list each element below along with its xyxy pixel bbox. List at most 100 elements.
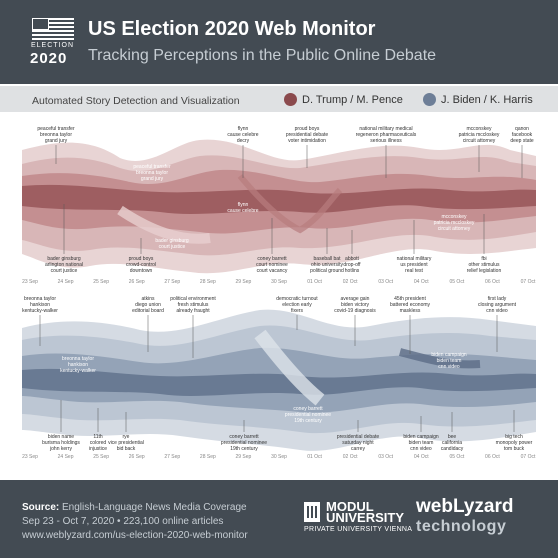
trump-top-story-label: breonna taylor xyxy=(40,132,72,138)
logo-year: 2020 xyxy=(30,50,68,67)
biden-streamgraph xyxy=(22,309,536,451)
weblyzard-technology: technology xyxy=(416,518,507,535)
source-label: Source: xyxy=(22,502,60,513)
legend-description: Automated Story Detection and Visualizat… xyxy=(32,95,240,107)
biden-top-story-label: biden victory xyxy=(341,302,370,308)
trump-top-story-label: voter intimidation xyxy=(288,138,326,144)
biden-bottom-story-label: 11th xyxy=(93,434,103,440)
modul-line-1: MODUL xyxy=(326,499,374,514)
source-url-link[interactable]: www.weblyzard.com/us-election-2020-web-m… xyxy=(22,530,248,541)
biden-date-tick: 03 Oct xyxy=(378,454,393,460)
footer xyxy=(0,480,558,558)
biden-stream-band-2 xyxy=(398,348,481,369)
biden-date-axis: 23 Sep 24 Sep 25 Sep 26 Sep 27 Sep 28 Sep 29 S… xyxy=(22,454,536,460)
trump-streamgraph xyxy=(22,139,536,274)
biden-top-story-label: 45th president xyxy=(394,296,426,302)
trump-top-story-label: circuit attorney xyxy=(463,138,496,144)
trump-stream-band xyxy=(237,174,343,234)
in-stream-story-label: hankison xyxy=(68,362,88,368)
biden-top-story-label: fixers xyxy=(291,308,303,314)
biden-date-tick: 25 Sep xyxy=(93,454,109,460)
in-stream-story-label: court justice xyxy=(159,244,186,250)
trump-date-tick: 02 Oct xyxy=(343,279,358,285)
biden-bottom-story-label: saturday night xyxy=(342,440,374,446)
biden-stream-core xyxy=(22,368,536,396)
trump-stream-core xyxy=(22,184,536,214)
trump-top-story-label: presidential debate xyxy=(286,132,328,138)
trump-bottom-story-label: drop-off xyxy=(343,262,361,268)
biden-top-story-label: diego union xyxy=(135,302,161,308)
trump-bottom-story-label: court nominee xyxy=(256,262,288,268)
biden-bottom-story-label: coney barrett xyxy=(229,434,259,440)
in-stream-story-label: patricia mccloskey xyxy=(434,220,475,226)
modul-logo-icon xyxy=(304,502,320,522)
biden-bottom-story-label: candidacy xyxy=(441,446,464,452)
weblyzard-logo: webLyzard xyxy=(416,496,514,517)
biden-top-story-label: battered economy xyxy=(390,302,431,308)
biden-bottom-story-label: john kerry xyxy=(49,446,72,452)
biden-date-tick: 27 Sep xyxy=(164,454,180,460)
biden-date-tick: 26 Sep xyxy=(129,454,145,460)
in-stream-story-label: mcconskey xyxy=(441,214,467,220)
trump-bottom-story-label: arlington national xyxy=(45,262,83,268)
biden-top-story-label: hankison xyxy=(30,302,50,308)
biden-top-story-label: fresh stimulus xyxy=(178,302,209,308)
biden-date-tick: 06 Oct xyxy=(485,454,500,460)
biden-bottom-story-label: biden name xyxy=(48,434,74,440)
biden-bottom-story-label: tom buck xyxy=(504,446,525,452)
us-flag-icon xyxy=(32,18,74,40)
biden-top-labels: breonna taylorhankisonkentucky-walkeratk… xyxy=(22,296,517,374)
page-subtitle: Tracking Perceptions in the Public Onlin… xyxy=(88,47,437,64)
source-value: English-Language News Media Coverage xyxy=(62,502,247,513)
biden-top-story-label: political environment xyxy=(170,296,216,302)
trump-top-story-label: mcconskey xyxy=(466,126,492,132)
modul-subtitle: PRIVATE UNIVERSITY VIENNA xyxy=(304,526,413,533)
trump-bottom-story-label: ohio university xyxy=(311,262,343,268)
trump-bottom-story-label: abbott xyxy=(345,256,360,262)
trump-date-tick: 05 Oct xyxy=(449,279,464,285)
trump-bottom-story-label: real test xyxy=(405,268,423,274)
biden-top-story-label: closing argument xyxy=(478,302,517,308)
biden-bottom-story-label: california xyxy=(442,440,462,446)
biden-bottom-story-label: carrey xyxy=(351,446,365,452)
biden-top-story-label: atkins xyxy=(141,296,155,302)
trump-bottom-story-label: other stimulus xyxy=(468,262,500,268)
in-stream-story-label: flynn xyxy=(238,202,249,208)
trump-top-story-label: peaceful transfer xyxy=(37,126,75,132)
biden-date-tick: 02 Oct xyxy=(343,454,358,460)
biden-top-story-label: editorial board xyxy=(132,308,164,314)
biden-top-story-label: election early xyxy=(282,302,312,308)
biden-date-tick: 07 Oct xyxy=(521,454,536,460)
biden-bottom-story-label: presidential debate xyxy=(337,434,379,440)
biden-date-tick: 30 Sep xyxy=(271,454,287,460)
trump-bottom-story-label: proud boys xyxy=(129,256,154,262)
biden-bottom-story-label: burisma holdings xyxy=(42,440,80,446)
in-stream-story-label: biden team xyxy=(437,358,462,364)
biden-date-tick: 23 Sep xyxy=(22,454,38,460)
biden-top-story-label: kentucky-walker xyxy=(22,308,58,314)
in-stream-story-label: peaceful transfer xyxy=(133,164,171,170)
in-stream-story-label: bader ginsburg xyxy=(155,238,189,244)
story-streams-chart: 23 Sep 24 Sep 25 Sep 26 Sep 27 Sep 28 Sep 29 S… xyxy=(22,126,536,460)
biden-bottom-story-label: 19th century xyxy=(230,446,258,452)
trump-date-tick: 24 Sep xyxy=(58,279,74,285)
trump-top-story-label: serious illness xyxy=(370,138,402,144)
in-stream-story-label: coney barrett xyxy=(293,406,323,412)
trump-bottom-story-label: fbi xyxy=(481,256,486,262)
trump-date-tick: 27 Sep xyxy=(164,279,180,285)
trump-date-tick: 07 Oct xyxy=(521,279,536,285)
biden-date-tick: 28 Sep xyxy=(200,454,216,460)
trump-date-tick: 30 Sep xyxy=(271,279,287,285)
biden-bottom-story-label: big tech xyxy=(505,434,523,440)
biden-top-story-label: first lady xyxy=(488,296,507,302)
biden-top-story-label: breonna taylor xyxy=(24,296,56,302)
trump-bottom-story-label: crowd-control xyxy=(126,262,156,268)
biden-date-tick: 05 Oct xyxy=(449,454,464,460)
in-stream-story-label: grand jury xyxy=(141,176,164,182)
trump-top-story-label: patricia mccloskey xyxy=(459,132,500,138)
trump-date-tick: 01 Oct xyxy=(307,279,322,285)
biden-top-story-label: maskless xyxy=(400,308,421,314)
trump-bottom-story-label: downtown xyxy=(130,268,153,274)
trump-top-story-label: proud boys xyxy=(295,126,320,132)
